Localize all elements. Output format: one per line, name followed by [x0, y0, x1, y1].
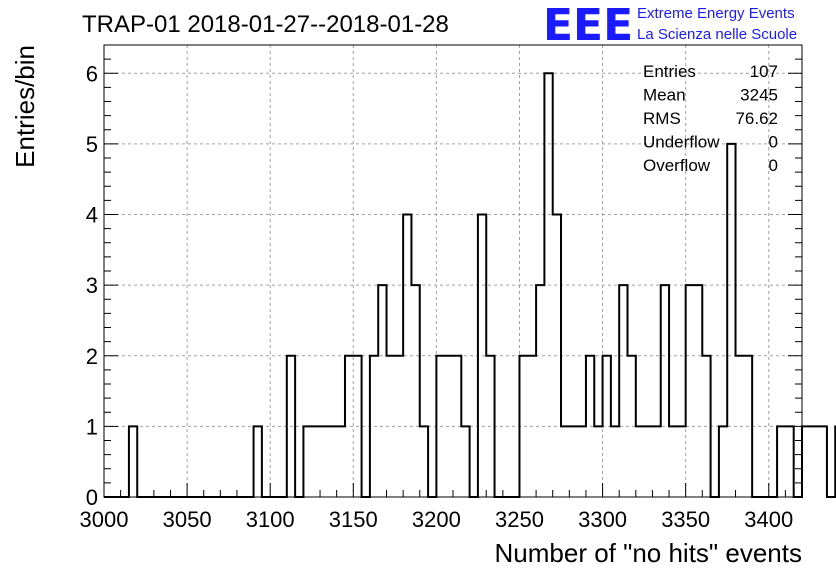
stats-value-underflow: 0	[769, 133, 778, 152]
stats-label-entries: Entries	[643, 62, 696, 81]
histogram-bin-64	[636, 426, 644, 497]
histogram-bin-82	[785, 426, 793, 497]
histogram-bin-41	[445, 356, 453, 497]
histogram-bin-33	[378, 285, 386, 497]
logo-line-2: La Scienza nelle Scuole	[637, 26, 797, 43]
histogram-bin-45	[478, 215, 486, 498]
histogram-bin-40	[436, 356, 444, 497]
y-tick-label-0: 0	[86, 485, 98, 510]
x-tick-label-7: 3350	[661, 507, 710, 532]
histogram-bin-69	[677, 426, 685, 497]
histogram-bin-67	[661, 285, 669, 497]
histogram-bin-76	[736, 356, 744, 497]
histogram-bin-25	[312, 426, 320, 497]
histogram-bin-54	[553, 215, 561, 498]
histogram-bin-81	[777, 426, 785, 497]
histogram-bin-18	[254, 426, 262, 497]
histogram-bin-22	[287, 356, 295, 497]
histogram-bin-52	[536, 285, 544, 497]
histogram-bin-29	[345, 356, 353, 497]
histogram-bin-28	[337, 426, 345, 497]
histogram-bin-32	[370, 356, 378, 497]
histogram-bin-51	[528, 356, 536, 497]
histogram-bin-72	[702, 356, 710, 497]
histogram-bin-77	[744, 356, 752, 497]
histogram-bin-55	[561, 426, 569, 497]
histogram-bin-42	[453, 356, 461, 497]
histogram-bin-57	[578, 426, 586, 497]
x-axis: 3000 3050 3100 3150 3200 3250 3300 3350 3400	[80, 483, 803, 532]
y-tick-label-5: 5	[86, 132, 98, 157]
y-tick-label-6: 6	[86, 61, 98, 86]
stats-value-overflow: 0	[769, 156, 778, 175]
histogram-bin-68	[669, 426, 677, 497]
histogram-bin-66	[652, 426, 660, 497]
x-tick-label-0: 3000	[80, 507, 129, 532]
histogram-bin-65	[644, 426, 652, 497]
histogram-bin-24	[303, 426, 311, 497]
y-tick-label-2: 2	[86, 344, 98, 369]
histogram-bin-30	[353, 356, 361, 497]
stats-value-mean: 3245	[740, 86, 778, 105]
histogram-bin-43	[461, 426, 469, 497]
histogram-bin-26	[320, 426, 328, 497]
histogram-bin-84	[802, 426, 810, 497]
histogram-bin-70	[686, 285, 694, 497]
histogram-bin-75	[727, 144, 735, 497]
logo-mark: EEE	[543, 0, 633, 51]
histogram-bin-35	[395, 356, 403, 497]
histogram-bin-27	[328, 426, 336, 497]
stats-box: Entries 107 Mean 3245 RMS 76.62 Underflow 0 Over…	[643, 62, 778, 175]
histogram-bin-59	[594, 426, 602, 497]
y-tick-label-3: 3	[86, 273, 98, 298]
histogram-bin-86	[819, 426, 827, 497]
histogram-bin-85	[810, 426, 818, 497]
y-tick-label-4: 4	[86, 203, 98, 228]
histogram-bin-74	[719, 426, 727, 497]
histogram-bin-3	[129, 426, 137, 497]
x-tick-label-4: 3200	[412, 507, 461, 532]
x-axis-label: Number of "no hits" events	[495, 538, 803, 568]
x-tick-label-6: 3300	[578, 507, 627, 532]
y-axis: 0 1 2 3 4 5 6	[86, 44, 802, 510]
histogram-bin-37	[411, 285, 419, 497]
stats-label-mean: Mean	[643, 86, 686, 105]
stats-label-underflow: Underflow	[643, 133, 720, 152]
histogram-bin-60	[603, 356, 611, 497]
histogram-bin-38	[420, 426, 428, 497]
histogram-bin-62	[619, 285, 627, 497]
chart-title: TRAP-01 2018-01-27--2018-01-28	[82, 11, 449, 38]
stats-value-rms: 76.62	[735, 109, 778, 128]
stats-label-rms: RMS	[643, 109, 681, 128]
histogram-bin-50	[519, 356, 527, 497]
histogram-bin-53	[544, 73, 552, 497]
histogram-bin-34	[387, 356, 395, 497]
x-tick-label-1: 3050	[163, 507, 212, 532]
x-tick-label-2: 3100	[246, 507, 295, 532]
x-tick-label-3: 3150	[329, 507, 378, 532]
stats-value-entries: 107	[750, 62, 778, 81]
y-axis-label: Entries/bin	[10, 45, 40, 168]
stats-label-overflow: Overflow	[643, 156, 711, 175]
histogram-bin-71	[694, 285, 702, 497]
x-tick-label-5: 3250	[495, 507, 544, 532]
histogram-bin-46	[486, 356, 494, 497]
eee-logo: EEE Extreme Energy Events La Scienza nel…	[543, 0, 797, 51]
histogram-bin-58	[586, 356, 594, 497]
x-tick-label-8: 3400	[744, 507, 793, 532]
y-tick-label-1: 1	[86, 414, 98, 439]
histogram-bin-63	[628, 356, 636, 497]
histogram-bin-61	[611, 426, 619, 497]
histogram-bin-56	[569, 426, 577, 497]
histogram-bin-36	[403, 215, 411, 498]
logo-line-1: Extreme Energy Events	[637, 5, 795, 22]
